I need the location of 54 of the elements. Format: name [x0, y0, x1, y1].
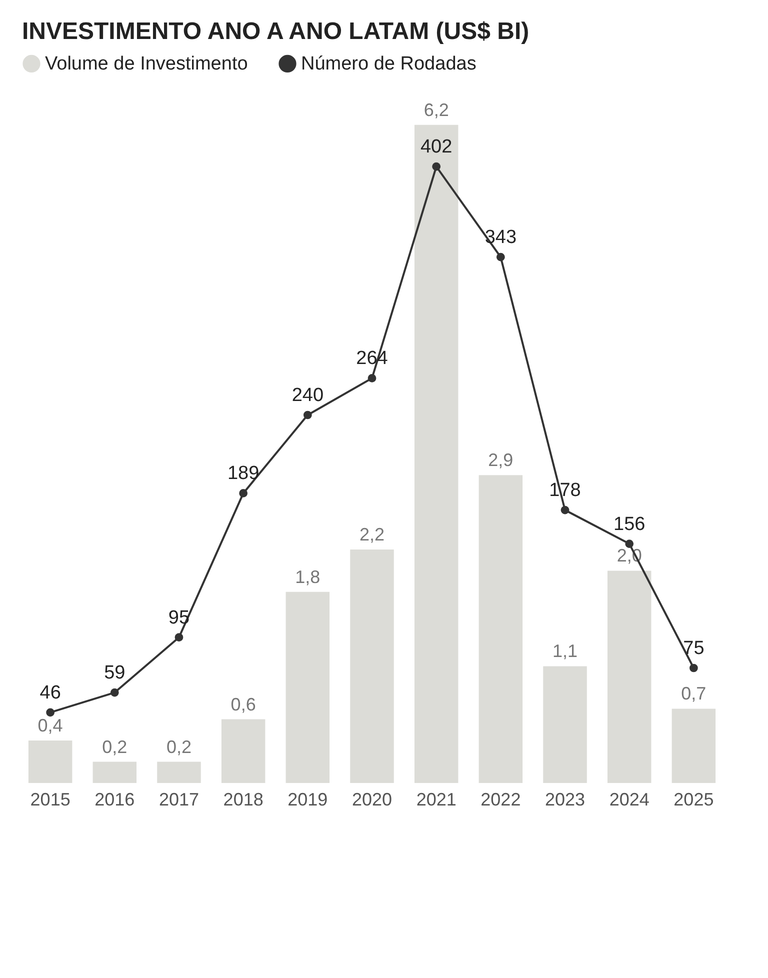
x-tick-label: 2021	[416, 790, 456, 810]
bar	[221, 719, 266, 783]
bar	[478, 475, 523, 783]
bar	[414, 124, 458, 783]
bar	[286, 592, 330, 783]
x-tick-label: 2025	[674, 790, 714, 810]
data-label: 0,4	[38, 716, 63, 736]
point	[368, 374, 376, 382]
x-tick-label: 2020	[352, 790, 392, 810]
x-tick-label: 2018	[223, 790, 264, 810]
data-label: 402	[420, 136, 452, 158]
bar	[607, 570, 652, 783]
data-label: 2,2	[359, 524, 385, 544]
data-label: 6,2	[424, 100, 449, 120]
x-tick-label: 2019	[288, 790, 328, 810]
point	[46, 708, 54, 717]
legend-label: Volume de Investimento	[45, 54, 248, 75]
point	[560, 506, 570, 514]
x-tick-label: 2023	[544, 790, 586, 810]
bar	[672, 708, 716, 783]
chart-title: INVESTIMENTO ANO A ANO LATAM (US$ BI)	[22, 18, 530, 45]
bar	[92, 762, 137, 783]
x-tick-label: 2015	[30, 790, 70, 810]
data-label: 1,8	[295, 566, 320, 587]
point	[432, 162, 441, 171]
x-tick-label: 2022	[480, 790, 521, 810]
bar	[350, 549, 394, 783]
data-label: 0,2	[166, 736, 192, 757]
legend-label: Número de Rodadas	[301, 54, 476, 75]
data-label: 240	[292, 385, 324, 406]
point	[496, 252, 505, 262]
data-label: 189	[227, 463, 260, 484]
data-label: 59	[104, 662, 126, 684]
bar	[157, 762, 201, 783]
data-label: 75	[683, 638, 704, 659]
data-label: 156	[614, 514, 646, 535]
point	[625, 540, 634, 548]
point	[239, 489, 248, 498]
data-label: 2,9	[488, 450, 514, 470]
data-label: 0,6	[230, 694, 256, 714]
x-tick-label: 2024	[609, 790, 650, 810]
x-tick-label: 2016	[94, 790, 135, 810]
data-label: 1,1	[552, 641, 578, 662]
point	[303, 410, 312, 420]
x-tick-label: 2017	[158, 790, 200, 810]
data-label: 46	[40, 682, 61, 704]
point	[174, 633, 184, 642]
bar	[28, 740, 72, 783]
data-label: 0,2	[102, 736, 128, 757]
bar	[543, 666, 587, 783]
data-label: 0,7	[681, 684, 706, 704]
point	[110, 688, 119, 697]
data-label: 343	[484, 227, 517, 248]
point	[690, 664, 698, 672]
